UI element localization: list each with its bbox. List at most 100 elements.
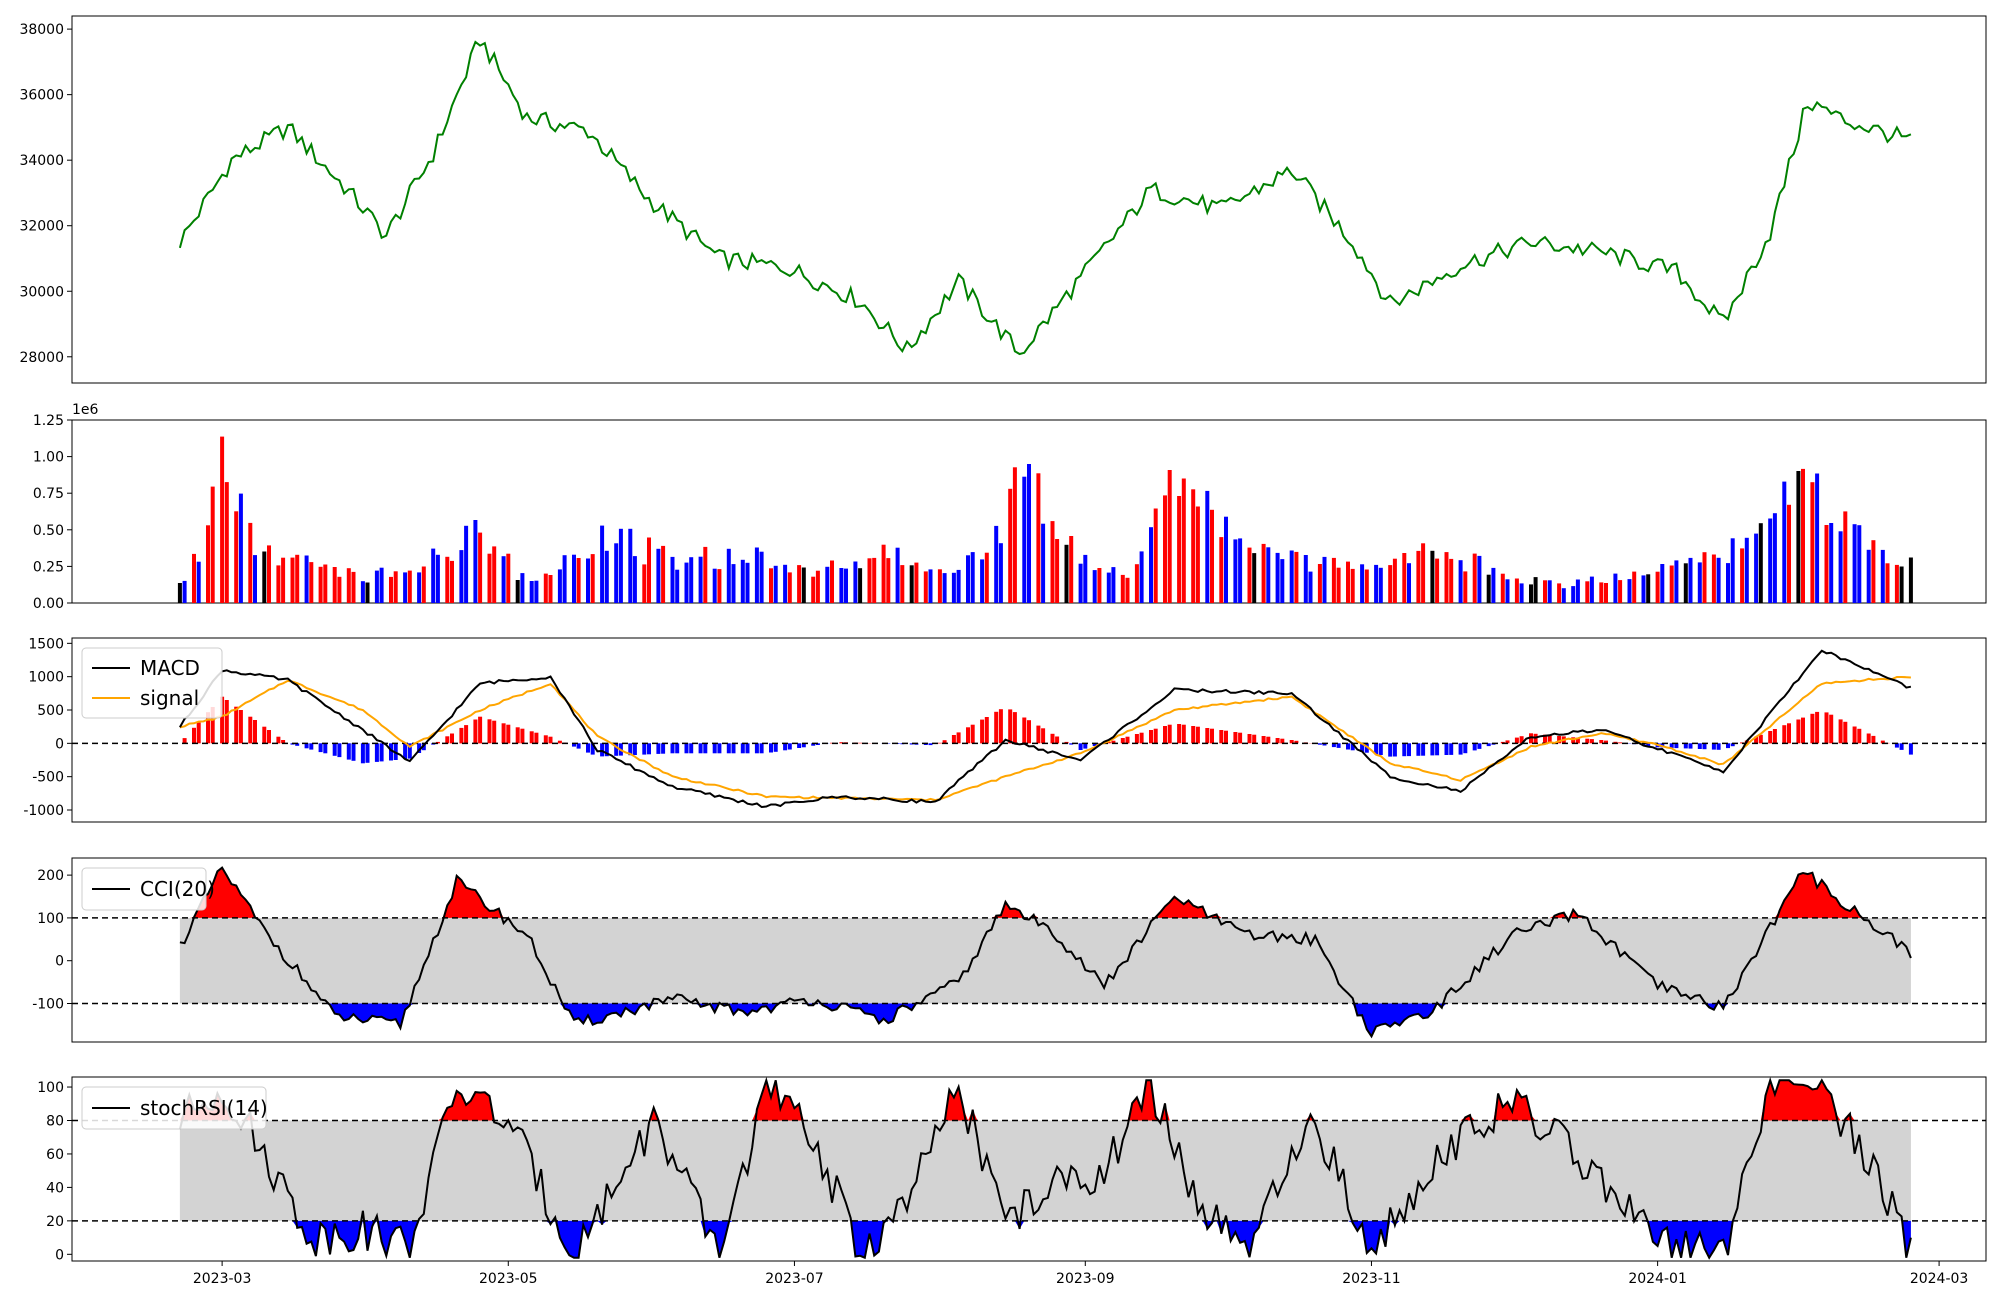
volume-bar — [670, 556, 675, 603]
volume-bar — [1561, 588, 1566, 603]
macd-histogram-bar — [1317, 743, 1322, 745]
macd-histogram-bar — [337, 743, 342, 758]
macd-histogram-bar — [801, 743, 806, 748]
volume-bar — [332, 567, 337, 603]
volume-bar — [253, 555, 257, 603]
volume-bar — [1069, 536, 1074, 603]
volume-bar — [675, 569, 680, 603]
macd-histogram-bar — [754, 743, 759, 754]
volume-bar — [1529, 584, 1533, 603]
macd-histogram-bar — [206, 712, 210, 744]
y-tick-label: 0 — [55, 954, 64, 970]
volume-bar — [1233, 539, 1238, 603]
macd-histogram-bar — [1575, 737, 1580, 744]
volume-bar — [1543, 580, 1547, 603]
y-tick-label: 0.00 — [33, 596, 64, 612]
macd-histogram-bar — [1331, 743, 1336, 748]
volume-bar — [520, 573, 525, 603]
macd-histogram-bar — [1008, 709, 1013, 744]
macd-histogram-bar — [1374, 743, 1379, 755]
macd-histogram-bar — [576, 743, 581, 749]
y-tick-label: 500 — [37, 703, 64, 719]
volume-bar — [1491, 567, 1496, 603]
volume-bar — [1055, 539, 1060, 603]
volume-bar — [586, 558, 590, 603]
macd-histogram-bar — [262, 726, 267, 744]
macd-histogram-bar — [628, 743, 633, 756]
macd-histogram-bar — [1078, 743, 1083, 750]
macd-histogram-bar — [1336, 743, 1341, 748]
macd-histogram-bar — [1852, 726, 1857, 744]
macd-histogram-bar — [1458, 743, 1463, 755]
volume-bar — [1195, 506, 1200, 603]
volume-bar — [281, 557, 286, 603]
volume-bar — [1843, 511, 1848, 603]
volume-bar — [1149, 527, 1153, 603]
volume-bar — [928, 569, 933, 603]
macd-histogram-bar — [909, 743, 914, 745]
macd-histogram-bar — [1726, 743, 1730, 749]
volume-bar — [487, 553, 492, 603]
volume-bar — [1857, 525, 1862, 603]
macd-histogram-bar — [1880, 740, 1885, 744]
oscillator-line — [179, 866, 1912, 1039]
y-tick-label: 80 — [46, 1113, 64, 1129]
volume-bar — [1041, 523, 1046, 603]
macd-histogram-bar — [210, 707, 215, 744]
volume-bar — [1899, 566, 1904, 603]
volume-bar — [1660, 564, 1665, 603]
macd-histogram-bar — [332, 743, 337, 756]
macd-histogram-bar — [529, 731, 534, 744]
y-tick-label: 28000 — [19, 350, 64, 366]
volume-bar — [1435, 558, 1440, 603]
macd-histogram-bar — [1599, 740, 1604, 744]
volume-bar — [1514, 578, 1519, 603]
macd-histogram-bar — [1589, 739, 1594, 744]
macd-histogram-bar — [1871, 735, 1876, 744]
panel-frame — [71, 857, 1987, 1043]
x-axis: 2023-03 2023-05 2023-07 2023-09 2023-11 2024-… — [193, 1261, 1968, 1287]
volume-bar — [689, 557, 694, 603]
y-tick-label: 20 — [46, 1214, 64, 1230]
y-tick-label: 0.50 — [33, 523, 64, 539]
volume-bar — [1111, 567, 1116, 603]
volume-bar — [182, 580, 187, 603]
macd-histogram-bar — [1055, 736, 1060, 744]
x-tick-label: 2023-11 — [1342, 1271, 1401, 1287]
y-tick-label: -1000 — [23, 803, 64, 819]
y-tick-label: 1.00 — [33, 450, 64, 466]
volume-bar — [224, 482, 229, 603]
volume-bar — [403, 572, 408, 603]
volume-bar — [867, 558, 872, 603]
volume-bar — [1125, 577, 1130, 603]
volume-bar — [684, 562, 689, 603]
volume-bar — [309, 562, 314, 603]
volume-bar — [1022, 476, 1027, 603]
macd-histogram-bar — [1219, 730, 1224, 744]
macd-histogram-bar — [1378, 743, 1383, 755]
volume-bar — [572, 554, 576, 603]
volume-bar — [600, 525, 605, 603]
volume-bar — [1050, 521, 1055, 603]
legend-box — [81, 867, 207, 911]
volume-bar — [1519, 583, 1524, 603]
macd-histogram-bar — [1275, 738, 1280, 744]
macd-histogram-bar — [1289, 740, 1294, 744]
volume-bar — [365, 582, 370, 603]
macd-histogram-bar — [421, 743, 426, 751]
macd-histogram-bar — [966, 727, 970, 744]
stochrsi-panel: 0 20 40 60 80 100 stochRSI(14) — [37, 1076, 1987, 1263]
macd-histogram-bar — [515, 727, 520, 744]
volume-bar — [304, 555, 309, 603]
volume-bar — [984, 552, 989, 603]
volume-bar — [1463, 571, 1468, 603]
y-tick-label: 0 — [55, 1247, 64, 1263]
macd-histogram-bar — [492, 720, 497, 744]
volume-bar — [1392, 558, 1397, 603]
macd-histogram-bar — [464, 725, 469, 744]
macd-histogram-bar — [1416, 743, 1421, 756]
volume-bar — [1247, 547, 1252, 603]
volume-bar — [1885, 563, 1890, 603]
macd-histogram-bar — [1444, 743, 1449, 755]
macd-histogram-bar — [1585, 738, 1590, 744]
